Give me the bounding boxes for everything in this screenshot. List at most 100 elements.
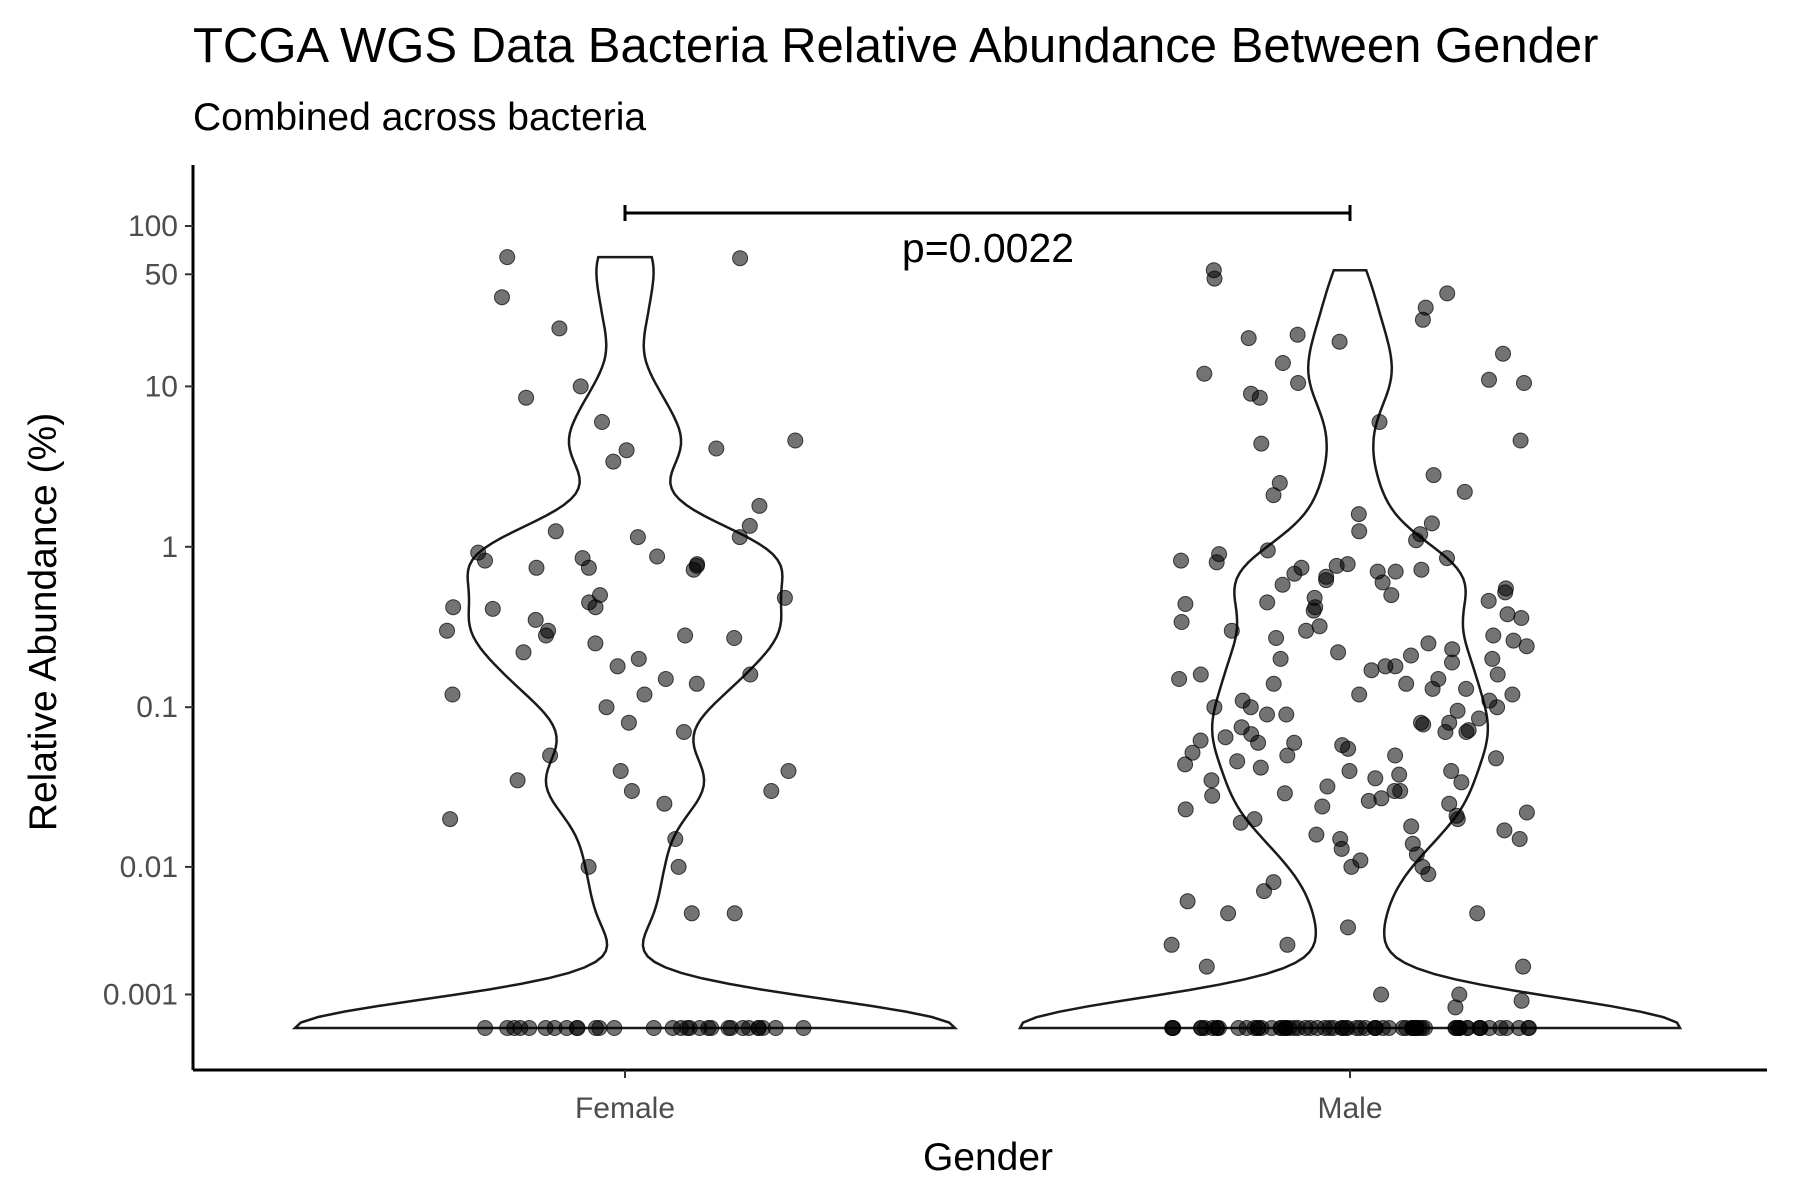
data-point [720, 1020, 737, 1036]
data-point [537, 1020, 554, 1036]
data-point [1220, 905, 1237, 922]
data-point [1177, 756, 1194, 773]
data-point [1206, 270, 1223, 287]
data-point [1192, 732, 1209, 749]
data-point [1415, 716, 1432, 733]
data-point [1305, 602, 1322, 619]
data-point [776, 589, 793, 606]
data-point [732, 250, 749, 267]
data-point [1279, 936, 1296, 953]
data-point [1518, 804, 1535, 821]
data-point [1232, 814, 1249, 831]
x-axis-ticks: Female Male [575, 1070, 1383, 1125]
data-point [795, 1020, 812, 1036]
data-point [1223, 622, 1240, 639]
x-tick-label: Male [1317, 1092, 1382, 1125]
data-point [494, 289, 510, 306]
data-point [1179, 893, 1196, 910]
data-point [1403, 647, 1419, 664]
data-point [1272, 650, 1289, 667]
data-point [1209, 1020, 1226, 1036]
data-point [1437, 724, 1454, 740]
data-point [1367, 770, 1384, 787]
data-point [1499, 606, 1516, 623]
data-point [1439, 550, 1455, 567]
data-point [1489, 666, 1506, 683]
data-point [1328, 557, 1345, 574]
data-point [1480, 592, 1497, 609]
data-point [1286, 734, 1303, 751]
significance-bracket: p=0.0022 [623, 205, 1352, 271]
data-point [726, 630, 743, 646]
data-point [1311, 618, 1328, 635]
plot-area [291, 249, 1683, 1036]
data-point [1391, 766, 1408, 783]
data-point [1444, 654, 1460, 671]
data-point [1512, 432, 1529, 449]
data-point [1420, 866, 1437, 883]
data-point [623, 783, 640, 799]
data-point [512, 1020, 529, 1036]
data-point [1439, 285, 1456, 302]
data-point [629, 529, 646, 546]
data-point [1485, 627, 1502, 644]
data-point [1171, 671, 1188, 687]
data-point [572, 378, 589, 395]
data-point [1173, 614, 1190, 630]
data-point [547, 523, 564, 540]
data-point [630, 650, 647, 667]
data-point [664, 1020, 681, 1036]
data-point [1259, 706, 1275, 723]
data-point [1458, 680, 1475, 697]
data-point [751, 497, 768, 514]
data-point [1408, 532, 1425, 549]
data-point [683, 905, 700, 922]
data-point [731, 529, 748, 546]
data-point [1259, 542, 1276, 559]
p-value-label: p=0.0022 [902, 225, 1074, 271]
y-tick-label: 0.1 [136, 691, 178, 724]
data-point [612, 763, 629, 779]
data-point [667, 831, 684, 847]
data-point [1250, 1020, 1267, 1036]
data-point [574, 550, 591, 567]
data-point [1488, 750, 1504, 767]
data-point [1251, 389, 1268, 406]
data-point [1217, 729, 1234, 746]
data-point [1373, 986, 1390, 1003]
data-point [1204, 787, 1221, 804]
data-point [587, 635, 604, 652]
data-point [618, 442, 635, 459]
data-point [1268, 630, 1285, 646]
data-point [1298, 622, 1315, 639]
data-point [542, 747, 559, 764]
data-point [1331, 333, 1348, 350]
data-point [1164, 1020, 1181, 1036]
data-point [1265, 487, 1282, 504]
data-point [528, 559, 545, 576]
data-point [477, 1020, 494, 1036]
data-point [1177, 801, 1194, 818]
data-point [1173, 552, 1189, 569]
data-point [1458, 724, 1475, 740]
data-point [1403, 818, 1420, 835]
data-point [1318, 572, 1335, 589]
data-point [1497, 584, 1514, 601]
data-point [499, 249, 516, 266]
data-point [763, 783, 780, 799]
x-tick-label: Female [575, 1092, 675, 1125]
data-point [1363, 662, 1380, 679]
data-point [1387, 747, 1404, 764]
data-point [657, 671, 674, 687]
data-point [1387, 563, 1404, 580]
data-point [1340, 919, 1356, 936]
data-point [470, 544, 487, 561]
data-point [1259, 594, 1276, 611]
data-point [1386, 783, 1403, 799]
data-point [1203, 772, 1220, 789]
data-point [1302, 1020, 1319, 1036]
data-point [688, 675, 705, 692]
data-point [444, 686, 461, 703]
data-point [1286, 1020, 1303, 1036]
